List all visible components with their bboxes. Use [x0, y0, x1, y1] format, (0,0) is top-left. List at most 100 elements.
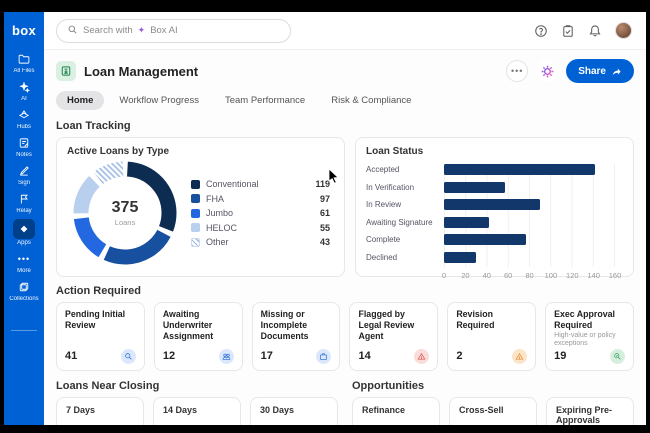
loans-near-closing-col: Loans Near Closing 7 Days 14 Days 30 Days [56, 380, 338, 425]
action-card-missing-or-incomplete-documents[interactable]: Missing or Incomplete Documents 17 [251, 302, 341, 371]
action-card-subtitle: High-value or policy exceptions [554, 331, 616, 348]
opportunity-cards-row: Refinance Cross-Sell Expiring Pre-Approval… [352, 396, 634, 425]
bar-row: Accepted [366, 164, 623, 175]
legend-value: 43 [319, 237, 330, 247]
sidebar-item-hubs[interactable]: Hubs [9, 104, 38, 132]
bar-track [444, 251, 615, 263]
legend-value: 55 [319, 222, 330, 233]
sidebar-item-label: All Files [13, 68, 35, 74]
tab-team-performance[interactable]: Team Performance [224, 94, 306, 106]
bar-track [444, 199, 615, 210]
sidebar-item-ai[interactable]: AI [9, 76, 38, 104]
legend-label: FHA [206, 193, 224, 204]
legend-swatch [191, 208, 200, 218]
legend-item: HELOC 55 [191, 223, 330, 233]
legend-value: 97 [319, 193, 330, 204]
sidebar-item-all-files[interactable]: All Files [9, 48, 38, 76]
action-card-title: Pending Initial Review [65, 309, 126, 330]
folder-icon [15, 51, 33, 67]
sidebar-items: All Files AI Hubs Notes Sign Relay Apps •… [9, 48, 39, 304]
legend-swatch [191, 179, 200, 189]
card-expiring-pre-approvals[interactable]: Expiring Pre-Approvals [546, 396, 634, 425]
relay-icon [15, 191, 33, 207]
sidebar-item-relay[interactable]: Relay [9, 188, 38, 216]
donut-chart: 375 Loans [69, 157, 181, 269]
section-loans-near-closing: Loans Near Closing [56, 379, 160, 392]
axis-tick: 80 [525, 271, 534, 280]
box-logo[interactable]: box [11, 22, 36, 38]
card-14-days[interactable]: 14 Days [153, 396, 241, 425]
axis-tick: 20 [461, 271, 470, 280]
legend-swatch [191, 194, 200, 203]
sidebar-item-collections[interactable]: Collections [9, 276, 39, 304]
bar-row: In Review [366, 199, 623, 210]
content: Loan Management ••• Share Home Workflow P… [44, 50, 646, 425]
sidebar-item-sign[interactable]: Sign [9, 160, 38, 188]
bar-fill [444, 199, 541, 210]
opportunities-col: Opportunities Refinance Cross-Sell Expirin… [352, 380, 634, 425]
card-title: 30 Days [260, 404, 295, 415]
legend-item: Jumbo 61 [191, 208, 330, 218]
main-area: Search with ✦ Box AI Loan Management •••… [44, 12, 646, 425]
magnifier-icon [120, 348, 136, 364]
topbar: Search with ✦ Box AI [44, 12, 646, 50]
bar-label: Complete [366, 235, 401, 244]
help-icon[interactable] [534, 24, 548, 38]
legend-value: 61 [319, 208, 330, 218]
bar-label: In Review [366, 200, 402, 209]
sidebar-item-label: AI [21, 96, 27, 102]
legend-label: Jumbo [206, 208, 234, 218]
tasks-icon[interactable] [561, 24, 575, 38]
action-card-title: Flagged by Legal Review Agent [358, 309, 415, 341]
sidebar-item-label: Sign [17, 180, 30, 186]
legend-item: FHA 97 [191, 194, 330, 204]
action-card-revision-required[interactable]: Revision Required 2 [447, 302, 537, 371]
tab-risk-compliance[interactable]: Risk & Compliance [331, 94, 412, 106]
action-card-value: 12 [162, 350, 176, 363]
bar-label: In Verification [366, 182, 415, 192]
bar-row: Complete [366, 234, 623, 245]
axis-tick: 0 [441, 271, 447, 280]
bar-fill [444, 216, 489, 228]
action-card-value: 19 [554, 350, 567, 363]
action-card-awaiting-underwriter-assignment[interactable]: Awaiting Underwriter Assignment 12 [153, 302, 243, 371]
bell-icon[interactable] [588, 24, 602, 38]
card-title: Cross-Sell [459, 404, 504, 415]
sidebar-divider [11, 330, 37, 331]
sidebar-item-more[interactable]: ••• More [9, 248, 38, 276]
share-label: Share [578, 65, 606, 77]
search-input[interactable]: Search with ✦ Box AI [56, 18, 291, 43]
card-refinance[interactable]: Refinance [352, 396, 440, 425]
more-icon: ••• [17, 254, 31, 264]
axis-tick: 140 [587, 271, 600, 280]
more-options-button[interactable]: ••• [506, 60, 529, 82]
tab-workflow-progress[interactable]: Workflow Progress [119, 94, 199, 106]
action-card-flagged-by-legal-review-agent[interactable]: Flagged by Legal Review Agent 14 [349, 302, 439, 371]
sidebar-item-label: Notes [16, 152, 32, 158]
action-card-pending-initial-review[interactable]: Pending Initial Review 41 [56, 302, 145, 371]
sidebar-item-apps[interactable]: Apps [9, 216, 38, 248]
card-30-days[interactable]: 30 Days [250, 396, 338, 425]
share-arrow-icon [612, 68, 621, 75]
axis-tick: 160 [608, 271, 622, 280]
sidebar-item-label: Hubs [16, 124, 31, 130]
bar-row: In Verification [366, 181, 623, 193]
bar-track [444, 216, 615, 228]
bar-label: Declined [366, 252, 398, 262]
action-card-exec-approval-required[interactable]: Exec Approval Required High-value or poli… [545, 302, 634, 371]
settings-gear-icon[interactable] [536, 60, 559, 82]
action-card-title: Awaiting Underwriter Assignment [162, 309, 214, 341]
card-cross-sell[interactable]: Cross-Sell [449, 396, 537, 425]
card-7-days[interactable]: 7 Days [56, 396, 144, 425]
bar-fill [444, 181, 505, 193]
legend-swatch [191, 223, 200, 232]
briefcase-icon [316, 348, 332, 364]
sidebar-item-label: Relay [16, 208, 32, 214]
sign-icon [15, 163, 33, 179]
card-title: Refinance [362, 404, 406, 415]
avatar[interactable] [615, 22, 632, 39]
tab-home[interactable]: Home [56, 90, 105, 110]
warning-icon [512, 348, 528, 364]
share-button[interactable]: Share [566, 59, 634, 83]
sidebar-item-notes[interactable]: Notes [9, 132, 38, 160]
